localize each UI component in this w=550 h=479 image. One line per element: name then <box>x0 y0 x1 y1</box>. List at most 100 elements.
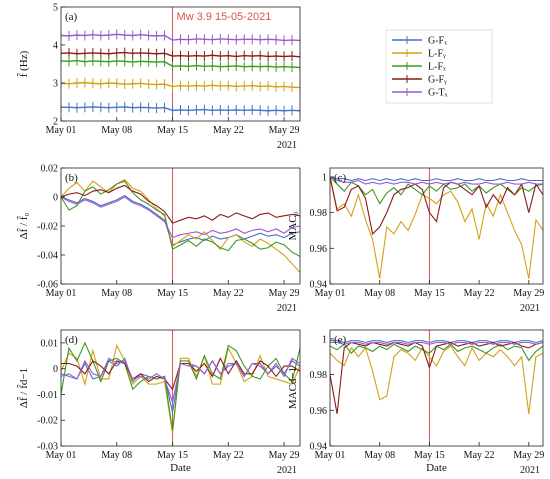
y-tick-label: -0.02 <box>37 222 58 233</box>
series-g-t- <box>330 341 543 345</box>
panel-label: (b) <box>65 172 78 184</box>
series-g-f- <box>61 47 300 62</box>
legend-label: L-Fₓ <box>428 62 446 73</box>
year-label: 2021 <box>277 303 297 314</box>
x-tick-label: May 29 <box>513 288 544 299</box>
series-l-f- <box>61 343 300 434</box>
series-line <box>61 343 300 434</box>
series-line <box>330 345 543 414</box>
series-line <box>330 176 543 185</box>
legend-label: G-Fᵧ <box>428 75 447 86</box>
y-tick-label: 1 <box>322 334 327 345</box>
series-g-t- <box>61 357 300 405</box>
x-tick-label: May 15 <box>157 288 188 299</box>
y-tick-label: 0.96 <box>310 406 328 417</box>
series-g-f- <box>330 341 543 414</box>
series-g-f- <box>330 176 543 236</box>
y-tick-label: 0.98 <box>310 370 328 381</box>
x-tick-label: May 08 <box>364 288 395 299</box>
series-g-f- <box>330 176 543 182</box>
y-tick-label: -0.02 <box>37 416 58 427</box>
plot-frame <box>60 329 301 447</box>
legend-item: L-Fᵧ <box>392 49 446 60</box>
series-l-f- <box>61 178 300 273</box>
series-l-f- <box>330 345 543 414</box>
legend: G-Fₓ L-Fᵧ L-Fₓ G-Fᵧ G-Tₓ <box>385 29 493 104</box>
legend-label: L-Fᵧ <box>428 49 446 60</box>
y-tick-label: 1 <box>322 172 327 183</box>
series-line <box>61 178 300 273</box>
series-line <box>61 357 300 405</box>
plot-frame <box>329 167 544 285</box>
y-tick-label: 0.94 <box>310 442 328 453</box>
year-label: 2021 <box>520 465 540 476</box>
y-axis-label: f̂ (Hz) <box>16 50 30 77</box>
legend-label: G-Fₓ <box>428 36 447 47</box>
series-line <box>61 341 300 431</box>
y-tick-label: 5 <box>53 3 58 14</box>
series-g-f- <box>61 194 300 246</box>
series-line <box>61 180 300 257</box>
series-g-f- <box>61 101 300 116</box>
x-tick-label: May 01 <box>46 450 77 461</box>
panel-label: (a) <box>65 11 78 23</box>
x-tick-label: May 15 <box>157 125 188 136</box>
series-line <box>61 194 300 246</box>
series-line <box>330 176 543 279</box>
year-label: 2021 <box>277 465 297 476</box>
x-tick-label: May 01 <box>46 125 77 136</box>
y-axis-label: Δf̂ / f̂₀ <box>16 212 30 239</box>
x-tick-label: May 08 <box>101 125 132 136</box>
plot-frame <box>60 6 301 122</box>
y-tick-label: 4 <box>53 41 58 52</box>
x-tick-label: May 22 <box>213 288 244 299</box>
x-tick-label: May 29 <box>269 288 300 299</box>
x-tick-label: May 29 <box>269 450 300 461</box>
y-tick-label: 0.98 <box>310 208 328 219</box>
series-line <box>61 184 300 224</box>
event-annotation: Mw 3.9 15-05-2021 <box>177 11 272 23</box>
y-tick-label: -0.03 <box>37 442 58 453</box>
series-l-f- <box>61 180 300 257</box>
y-tick-label: -0.01 <box>37 390 58 401</box>
x-tick-label: May 29 <box>513 450 544 461</box>
legend-label: G-Tₓ <box>428 88 448 99</box>
series-g-t- <box>61 196 300 239</box>
x-axis-label: Date <box>426 462 447 474</box>
series-l-f- <box>330 176 543 279</box>
plot-frame <box>329 329 544 447</box>
plot-frame <box>60 167 301 285</box>
y-tick-label: -0.04 <box>37 251 58 262</box>
panel-label: (e) <box>334 334 347 346</box>
y-tick-label: 0.01 <box>41 338 59 349</box>
x-tick-label: May 22 <box>464 288 495 299</box>
y-tick-label: 0 <box>53 193 58 204</box>
x-tick-label: May 08 <box>364 450 395 461</box>
series-l-f- <box>61 341 300 431</box>
series-l-f- <box>330 176 543 205</box>
series-g-f- <box>330 340 543 344</box>
x-tick-label: May 22 <box>464 450 495 461</box>
x-tick-label: May 01 <box>315 450 346 461</box>
y-tick-label: 0.02 <box>41 164 59 175</box>
panel-label: (d) <box>65 334 78 346</box>
y-tick-label: 0.96 <box>310 244 328 255</box>
series-g-t- <box>61 29 300 46</box>
series-g-f- <box>61 184 300 224</box>
series-line <box>330 341 543 414</box>
series-line <box>330 176 543 182</box>
y-axis-label: MACd−1 <box>287 367 299 409</box>
x-tick-label: May 22 <box>213 450 244 461</box>
series-l-f- <box>61 55 300 73</box>
x-tick-label: May 29 <box>269 125 300 136</box>
series-l-f- <box>61 77 300 93</box>
x-tick-label: May 15 <box>414 450 445 461</box>
x-axis-label: Date <box>170 462 191 474</box>
panel-label: (c) <box>334 172 347 184</box>
y-tick-label: -0.06 <box>37 280 58 291</box>
year-label: 2021 <box>520 303 540 314</box>
y-axis-label: MAC₀ <box>287 211 299 240</box>
x-tick-label: May 15 <box>414 288 445 299</box>
